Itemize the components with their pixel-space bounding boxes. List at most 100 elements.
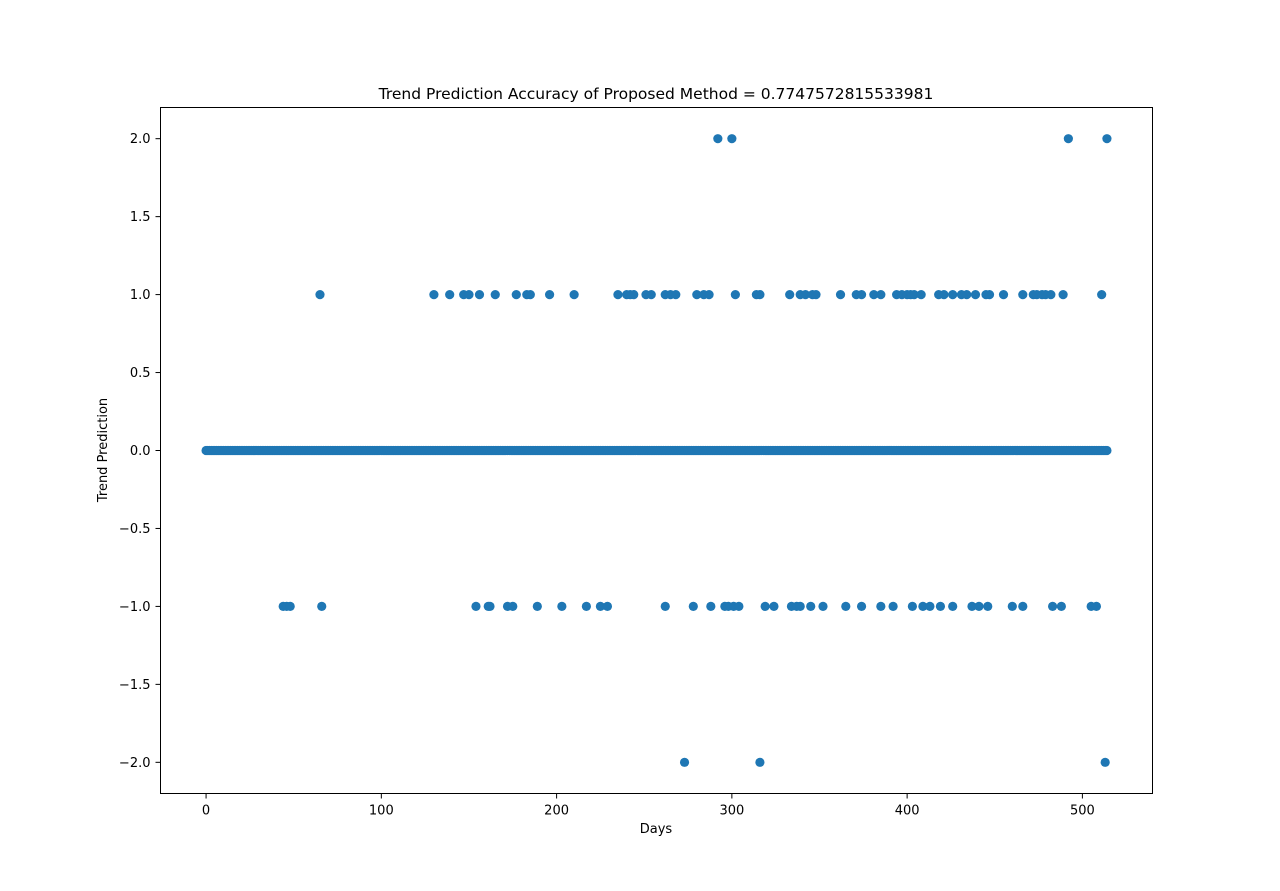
data-point [918, 601, 928, 612]
data-point [841, 601, 851, 612]
data-point [974, 601, 984, 612]
data-point [679, 757, 690, 767]
data-point [755, 289, 765, 300]
data-point [760, 601, 770, 612]
data-point [998, 289, 1009, 300]
x-tick-label: 0 [202, 804, 210, 819]
data-point [835, 289, 846, 300]
data-point [613, 289, 623, 300]
x-tick-label: 200 [544, 804, 569, 819]
data-point [1091, 601, 1102, 612]
data-point [727, 134, 737, 144]
y-tick-label: −1.0 [119, 600, 151, 615]
data-point [688, 601, 698, 612]
data-point [474, 289, 485, 300]
data-point [532, 601, 542, 612]
data-point [1100, 757, 1110, 767]
data-point [315, 289, 325, 300]
data-point [692, 289, 702, 300]
data-point [317, 601, 327, 612]
data-point [806, 601, 816, 612]
data-point [755, 757, 765, 767]
data-point [569, 289, 579, 300]
data-point [704, 289, 714, 300]
data-point [511, 289, 521, 300]
data-point [1058, 289, 1068, 300]
data-point [1102, 134, 1112, 144]
data-point [671, 289, 681, 300]
y-tick-label: −2.0 [119, 756, 151, 771]
data-point [983, 601, 993, 612]
plot-frame [160, 107, 1153, 794]
data-point [1056, 601, 1066, 612]
data-point [734, 601, 744, 612]
data-point [557, 601, 567, 612]
data-point [508, 601, 518, 612]
data-point [948, 289, 958, 300]
data-point [602, 601, 613, 612]
y-tick-label: 0.5 [130, 366, 151, 381]
data-point [869, 289, 879, 300]
data-point [1007, 601, 1017, 612]
points-layer [201, 134, 1112, 767]
data-point [1063, 134, 1073, 144]
data-point [888, 601, 898, 612]
data-point [925, 601, 935, 612]
data-point [856, 601, 867, 612]
data-point [713, 134, 723, 144]
y-tick-label: 2.0 [130, 132, 151, 147]
data-point [962, 289, 972, 300]
data-point [876, 601, 886, 612]
y-axis-label: Trend Prediction [96, 398, 111, 503]
data-point [285, 601, 295, 612]
y-tick-label: 1.0 [130, 288, 151, 303]
data-point [485, 601, 495, 612]
data-point [1018, 601, 1028, 612]
data-point [646, 289, 656, 300]
data-point [525, 289, 535, 300]
data-point [1046, 289, 1056, 300]
chart-title: Trend Prediction Accuracy of Proposed Me… [378, 85, 934, 103]
y-tick-label: −0.5 [119, 522, 151, 537]
data-point [916, 289, 926, 300]
data-point [464, 289, 474, 300]
x-tick-label: 300 [719, 804, 744, 819]
x-axis-label: Days [640, 822, 673, 837]
data-point [1102, 445, 1112, 456]
y-tick-label: −1.5 [119, 678, 151, 693]
data-point [544, 289, 555, 300]
data-point [907, 601, 917, 612]
y-tick-label: 0.0 [130, 444, 151, 459]
data-point [856, 289, 867, 300]
data-point [629, 289, 639, 300]
data-point [581, 601, 591, 612]
data-point [1048, 601, 1058, 612]
data-point [939, 289, 949, 300]
data-point [660, 601, 670, 612]
data-point [800, 289, 811, 300]
data-point [935, 601, 946, 612]
x-tick-label: 100 [369, 804, 394, 819]
data-point [490, 289, 500, 300]
x-tick-label: 400 [895, 804, 920, 819]
data-point [948, 601, 958, 612]
data-point [909, 289, 919, 300]
data-point [595, 601, 606, 612]
data-point [818, 601, 828, 612]
data-point [1018, 289, 1028, 300]
data-point [984, 289, 995, 300]
data-point [785, 289, 795, 300]
data-point [769, 601, 779, 612]
data-point [795, 601, 805, 612]
ticks-layer: 0 100 200 300 400 500 2.0 1.5 1.0 0.5 0.0 −0.5 −1.0 −… [119, 132, 1095, 818]
x-tick-label: 500 [1070, 804, 1095, 819]
data-point [445, 289, 455, 300]
data-point [967, 601, 977, 612]
data-point [876, 289, 886, 300]
data-point [730, 289, 740, 300]
y-tick-label: 1.5 [130, 210, 151, 225]
data-point [1097, 289, 1107, 300]
data-point [811, 289, 821, 300]
